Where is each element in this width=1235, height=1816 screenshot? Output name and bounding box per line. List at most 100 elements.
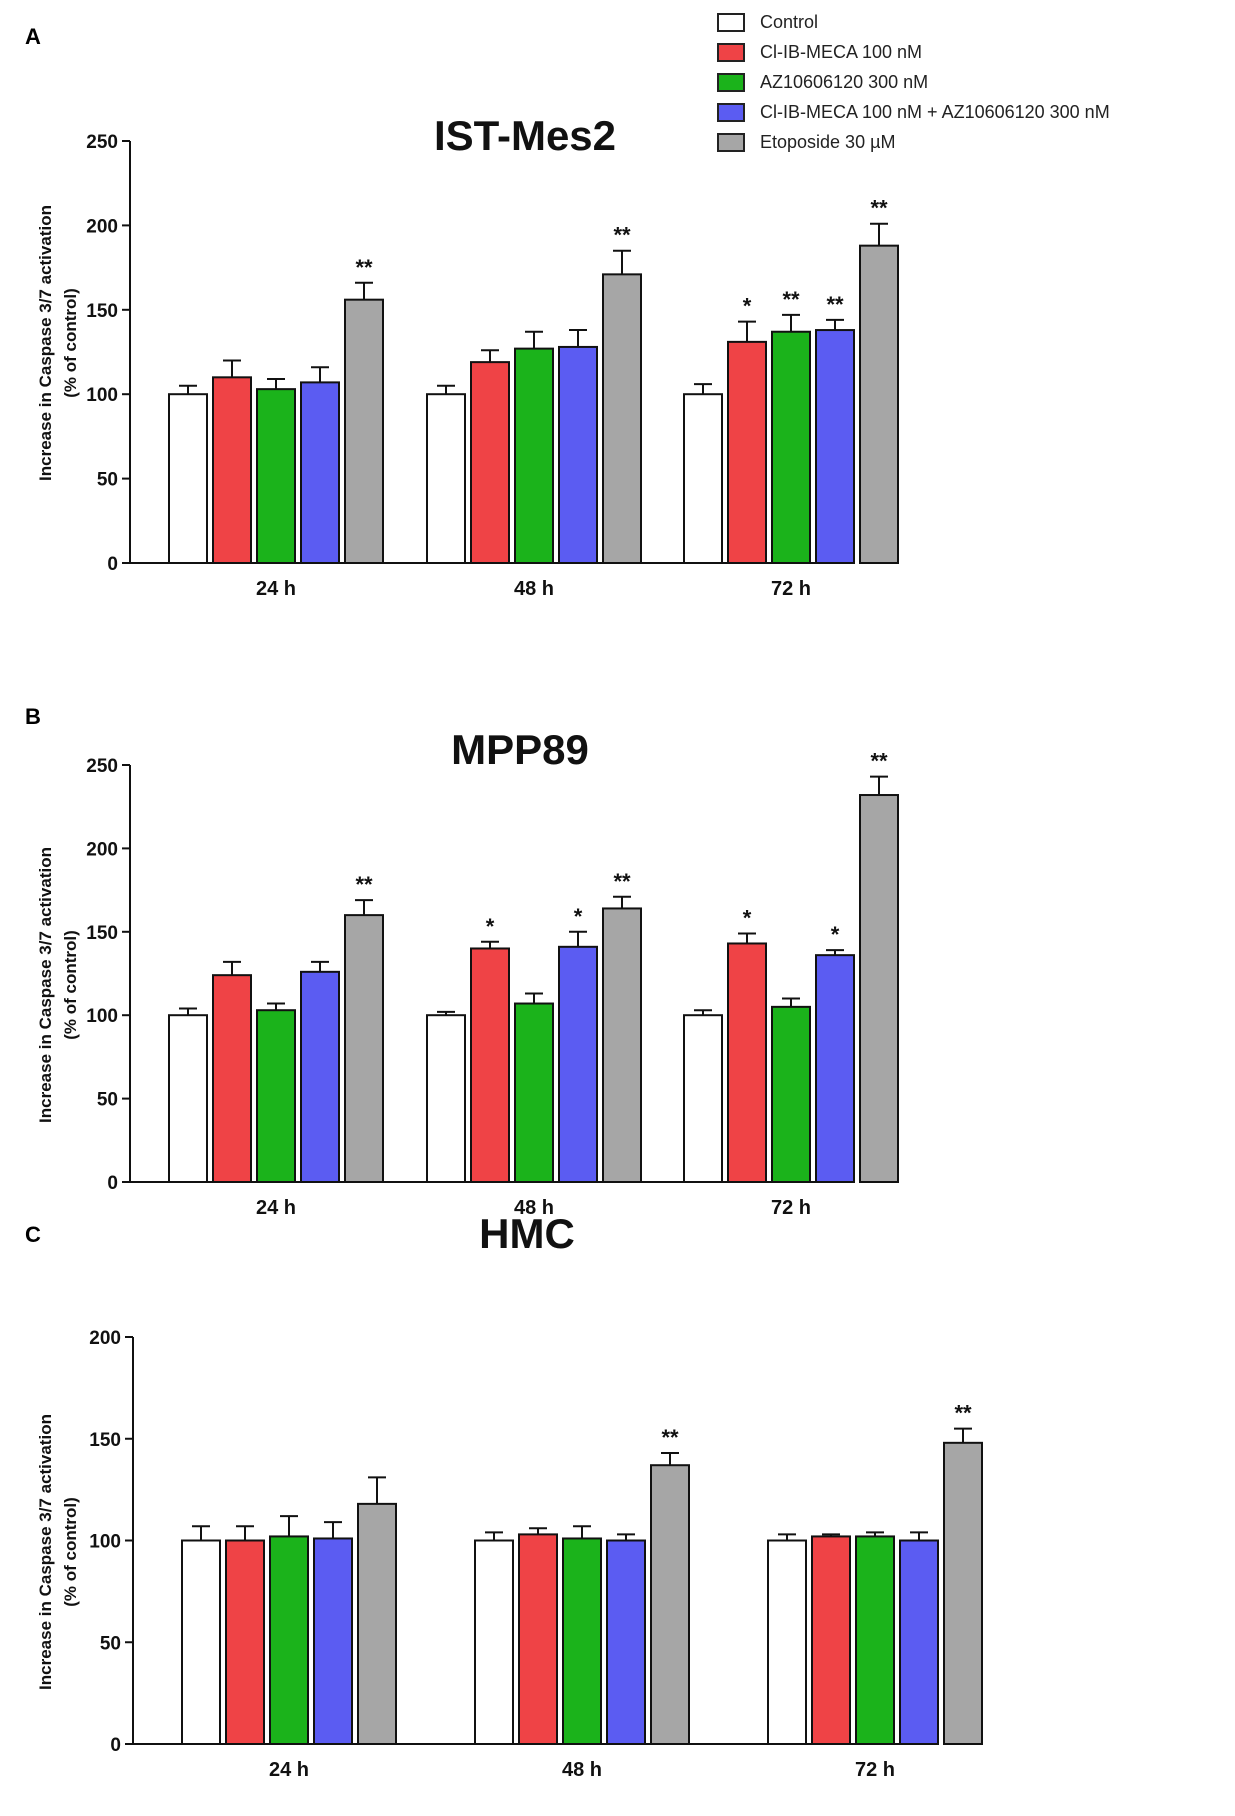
y-tick-label: 100	[89, 1532, 121, 1553]
bar	[683, 393, 723, 565]
bar	[168, 1014, 208, 1184]
legend-label-cl-ib-meca: Cl-IB-MECA 100 nM	[760, 42, 922, 62]
y-tick-label: 250	[86, 756, 118, 777]
legend-item-az10606120: AZ10606120 300 nM	[717, 72, 928, 92]
x-category-label: 24 h	[256, 1197, 296, 1219]
y-axis-title-line1: Increase in Caspase 3/7 activation	[36, 205, 55, 481]
significance-marker: **	[954, 1401, 972, 1426]
y-tick-label: 200	[86, 216, 118, 237]
significance-marker: **	[870, 196, 888, 221]
x-category-label: 48 h	[562, 1759, 602, 1781]
panel-letter: B	[25, 704, 41, 729]
bar	[815, 954, 855, 1183]
bar	[602, 907, 642, 1183]
bar	[855, 1535, 895, 1746]
legend-item-cl-ib-meca: Cl-IB-MECA 100 nM	[717, 42, 922, 62]
x-category-label: 72 h	[771, 1197, 811, 1219]
bar	[470, 361, 510, 564]
significance-marker: **	[613, 223, 631, 248]
bar	[771, 330, 811, 564]
y-tick-label: 50	[100, 1633, 121, 1654]
bar	[426, 393, 466, 565]
bar	[470, 947, 510, 1183]
y-tick-label: 50	[97, 470, 118, 491]
significance-marker: **	[355, 872, 373, 897]
bar	[300, 970, 340, 1183]
y-tick-label: 0	[110, 1735, 121, 1756]
legend-swatch-cl-ib-meca	[717, 43, 745, 62]
bar	[943, 1441, 983, 1745]
bar	[727, 340, 767, 565]
bar	[606, 1539, 646, 1745]
y-axis-title-line2: (% of control)	[61, 1497, 80, 1607]
bar	[650, 1464, 690, 1745]
x-category-label: 72 h	[855, 1759, 895, 1781]
y-tick-label: 250	[86, 132, 118, 153]
bar	[225, 1539, 265, 1745]
y-axis-title-line1: Increase in Caspase 3/7 activation	[36, 847, 55, 1123]
significance-marker: **	[661, 1425, 679, 1450]
y-tick-label: 0	[107, 554, 118, 575]
x-category-label: 24 h	[256, 578, 296, 600]
y-tick-label: 50	[97, 1090, 118, 1111]
significance-marker: **	[782, 287, 800, 312]
legend-item-combination: Cl-IB-MECA 100 nM + AZ10606120 300 nM	[717, 102, 1110, 122]
chart-title: MPP89	[451, 726, 589, 773]
bar	[256, 388, 296, 564]
bar	[357, 1502, 397, 1745]
bar	[426, 1014, 466, 1184]
bar	[811, 1535, 851, 1746]
bar	[300, 381, 340, 564]
panel-b: B MPP89 Increase in Caspase 3/7 activati…	[25, 704, 899, 1219]
bar	[859, 244, 899, 564]
bar	[181, 1539, 221, 1745]
y-axis-title-line2: (% of control)	[61, 930, 80, 1040]
bar	[514, 347, 554, 564]
legend-label-combination: Cl-IB-MECA 100 nM + AZ10606120 300 nM	[760, 102, 1110, 122]
significance-marker: *	[486, 914, 495, 939]
bar	[815, 329, 855, 564]
significance-marker: *	[574, 904, 583, 929]
y-axis-title-line1: Increase in Caspase 3/7 activation	[36, 1414, 55, 1690]
legend-item-etoposide: Etoposide 30 µM	[717, 132, 895, 152]
x-category-label: 48 h	[514, 1197, 554, 1219]
bar	[602, 273, 642, 564]
panel-c: C HMC Increase in Caspase 3/7 activation…	[25, 1210, 983, 1781]
significance-marker: *	[831, 922, 840, 947]
y-tick-label: 200	[86, 839, 118, 860]
legend-swatch-etoposide	[717, 133, 745, 152]
legend-label-az10606120: AZ10606120 300 nM	[760, 72, 928, 92]
legend-item-control: Control	[717, 12, 818, 32]
panel-letter: A	[25, 24, 41, 49]
y-tick-label: 200	[89, 1328, 121, 1349]
panel-letter: C	[25, 1222, 41, 1247]
legend: Control Cl-IB-MECA 100 nM AZ10606120 300…	[717, 12, 1110, 152]
bar	[518, 1533, 558, 1746]
x-category-label: 72 h	[771, 578, 811, 600]
legend-swatch-combination	[717, 103, 745, 122]
bar	[562, 1537, 602, 1745]
significance-marker: *	[743, 294, 752, 319]
y-tick-label: 150	[89, 1430, 121, 1451]
significance-marker: **	[826, 292, 844, 317]
bar	[558, 345, 598, 564]
y-tick-label: 0	[107, 1173, 118, 1194]
chart-title: IST-Mes2	[434, 112, 616, 159]
bar	[344, 914, 384, 1183]
x-category-label: 24 h	[269, 1759, 309, 1781]
legend-label-etoposide: Etoposide 30 µM	[760, 132, 895, 152]
y-tick-label: 150	[86, 301, 118, 322]
plot-area: 0 50 100 150 200 24 h ** 48 h ** 72 h	[89, 1328, 983, 1781]
bar	[771, 1005, 811, 1183]
legend-label-control: Control	[760, 12, 818, 32]
bar	[256, 1009, 296, 1183]
bar	[514, 1002, 554, 1183]
y-tick-label: 150	[86, 923, 118, 944]
chart-title: HMC	[479, 1210, 575, 1257]
bar	[313, 1537, 353, 1745]
significance-marker: *	[743, 905, 752, 930]
bar	[727, 942, 767, 1184]
